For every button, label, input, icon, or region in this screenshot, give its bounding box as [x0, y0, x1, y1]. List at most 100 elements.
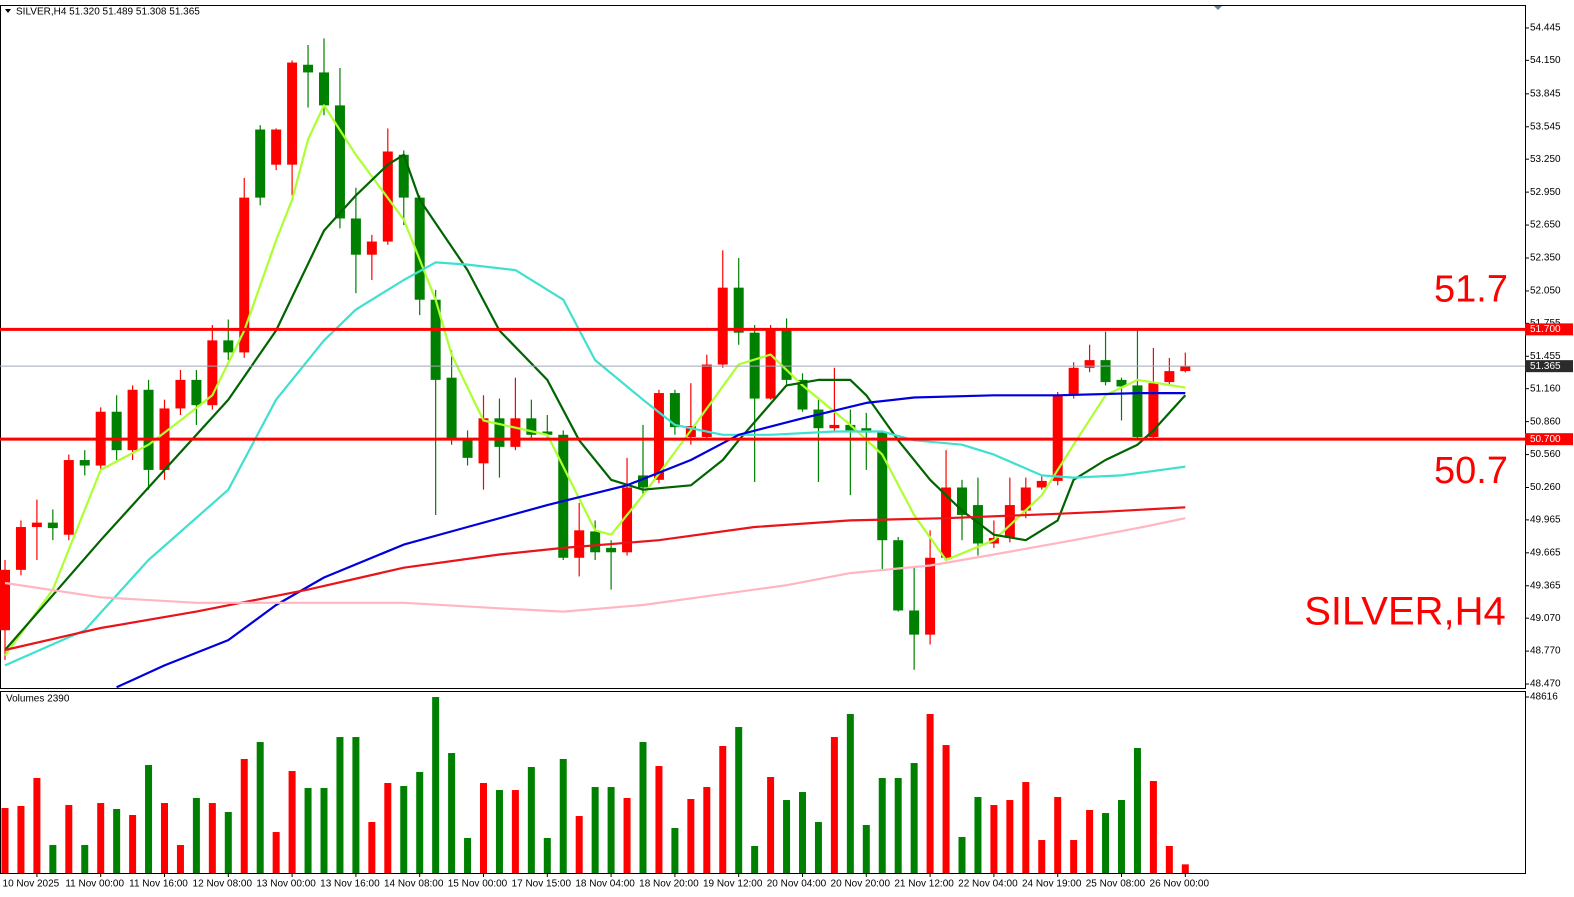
candle-body: [733, 287, 744, 333]
x-tick-label: 12 Nov 08:00: [193, 879, 253, 890]
volume-bar: [783, 800, 791, 873]
volume-bar: [256, 742, 264, 873]
candle-body: [1164, 371, 1175, 383]
volume-bar: [320, 788, 328, 873]
y-tick-label: 52.650: [1530, 220, 1561, 231]
volume-bar: [49, 845, 57, 873]
volume-bar: [511, 790, 519, 873]
x-tick-label: 14 Nov 08:00: [384, 879, 444, 890]
candle-body: [542, 431, 553, 435]
candle-body: [606, 547, 617, 553]
volume-bar: [575, 816, 583, 873]
x-tick-label: 22 Nov 04:00: [958, 879, 1018, 890]
candle-body: [1068, 367, 1079, 396]
candle-body: [446, 377, 457, 441]
volume-bar: [1118, 800, 1125, 873]
y-tick-label: 49.365: [1530, 580, 1561, 591]
y-tick-label: 49.665: [1530, 547, 1561, 558]
candle-body: [15, 527, 26, 570]
volume-bar: [1133, 748, 1141, 873]
candle-body: [398, 154, 409, 198]
volume-bar: [480, 783, 487, 873]
candle-body: [191, 379, 202, 406]
candle-body: [462, 440, 473, 458]
volume-bar: [751, 845, 759, 873]
candle-body: [303, 64, 314, 73]
y-tick-label: 54.150: [1530, 55, 1561, 66]
candle-body: [207, 340, 218, 406]
candle-body: [972, 505, 983, 544]
candle-body: [47, 522, 58, 529]
volume-bar: [1038, 840, 1046, 873]
candle-body: [430, 299, 441, 380]
volume-bar: [735, 727, 743, 873]
volume-bar: [368, 821, 376, 873]
candle-body: [1036, 480, 1047, 488]
volume-bar: [400, 786, 408, 873]
candle-body: [574, 530, 585, 558]
volume-bar: [464, 837, 472, 873]
volume-bar: [33, 778, 41, 873]
y-tick-label: 53.845: [1530, 88, 1561, 99]
x-tick-label: 20 Nov 04:00: [767, 879, 827, 890]
volume-bar: [591, 787, 599, 873]
volume-bar: [145, 765, 153, 873]
candle-body: [31, 522, 42, 528]
volume-bar: [1086, 810, 1094, 873]
volume-bar: [926, 714, 934, 873]
level-axis-label: 51.700: [1530, 324, 1561, 335]
moving-average: [4, 104, 1186, 657]
x-tick-label: 20 Nov 20:00: [831, 879, 891, 890]
volume-bar: [846, 714, 854, 873]
volume-bar: [352, 737, 360, 873]
level-axis-box: [1525, 323, 1573, 336]
y-tick-label: 48.770: [1530, 646, 1561, 657]
volume-bar: [97, 803, 105, 873]
menu-arrow[interactable]: [5, 9, 11, 13]
moving-average: [116, 392, 1186, 689]
candle-body: [319, 72, 329, 106]
candle-body: [1100, 360, 1111, 383]
candle-body: [701, 364, 712, 437]
volume-bar: [304, 788, 312, 873]
y-tick-label: 53.545: [1530, 121, 1561, 132]
moving-average: [4, 517, 1186, 613]
volume-label: Volumes 2390: [6, 694, 70, 705]
volume-bar: [1, 808, 9, 873]
volume-bar: [799, 792, 806, 873]
y-tick-label: 53.250: [1530, 154, 1561, 165]
x-tick-label: 21 Nov 12:00: [894, 879, 954, 890]
candle-body: [414, 197, 425, 300]
volume-bar: [81, 845, 89, 873]
candle-body: [1084, 360, 1095, 368]
volume-bar: [719, 746, 727, 873]
x-tick-label: 11 Nov 16:00: [129, 879, 188, 890]
x-tick-label: 13 Nov 16:00: [320, 879, 380, 890]
volume-bar: [1102, 813, 1110, 873]
candle-body: [526, 418, 537, 435]
x-tick-label: 15 Nov 00:00: [448, 879, 508, 890]
volume-bar: [448, 753, 456, 873]
y-tick-label: 49.965: [1530, 515, 1561, 526]
candle-body: [1132, 385, 1143, 437]
volume-tick-label: 48616: [1530, 692, 1558, 703]
volume-bar: [1022, 782, 1030, 873]
volume-bar: [129, 815, 137, 873]
candle-body: [622, 487, 633, 553]
y-tick-label: 54.445: [1530, 23, 1561, 34]
candle-body: [861, 428, 872, 433]
level-axis-box: [1525, 433, 1573, 446]
y-tick-label: 49.070: [1530, 613, 1561, 624]
candle-body: [143, 389, 154, 470]
volume-bar: [384, 783, 392, 873]
candle-body: [1116, 379, 1127, 387]
x-tick-label: 10 Nov 2025: [3, 879, 60, 890]
candle-body: [223, 340, 234, 353]
candle-body: [1004, 505, 1015, 539]
x-tick-label: 19 Nov 12:00: [703, 879, 763, 890]
y-tick-label: 52.950: [1530, 187, 1561, 198]
volume-bar: [814, 821, 822, 873]
candle-body: [638, 475, 648, 488]
volume-bar: [208, 803, 216, 873]
